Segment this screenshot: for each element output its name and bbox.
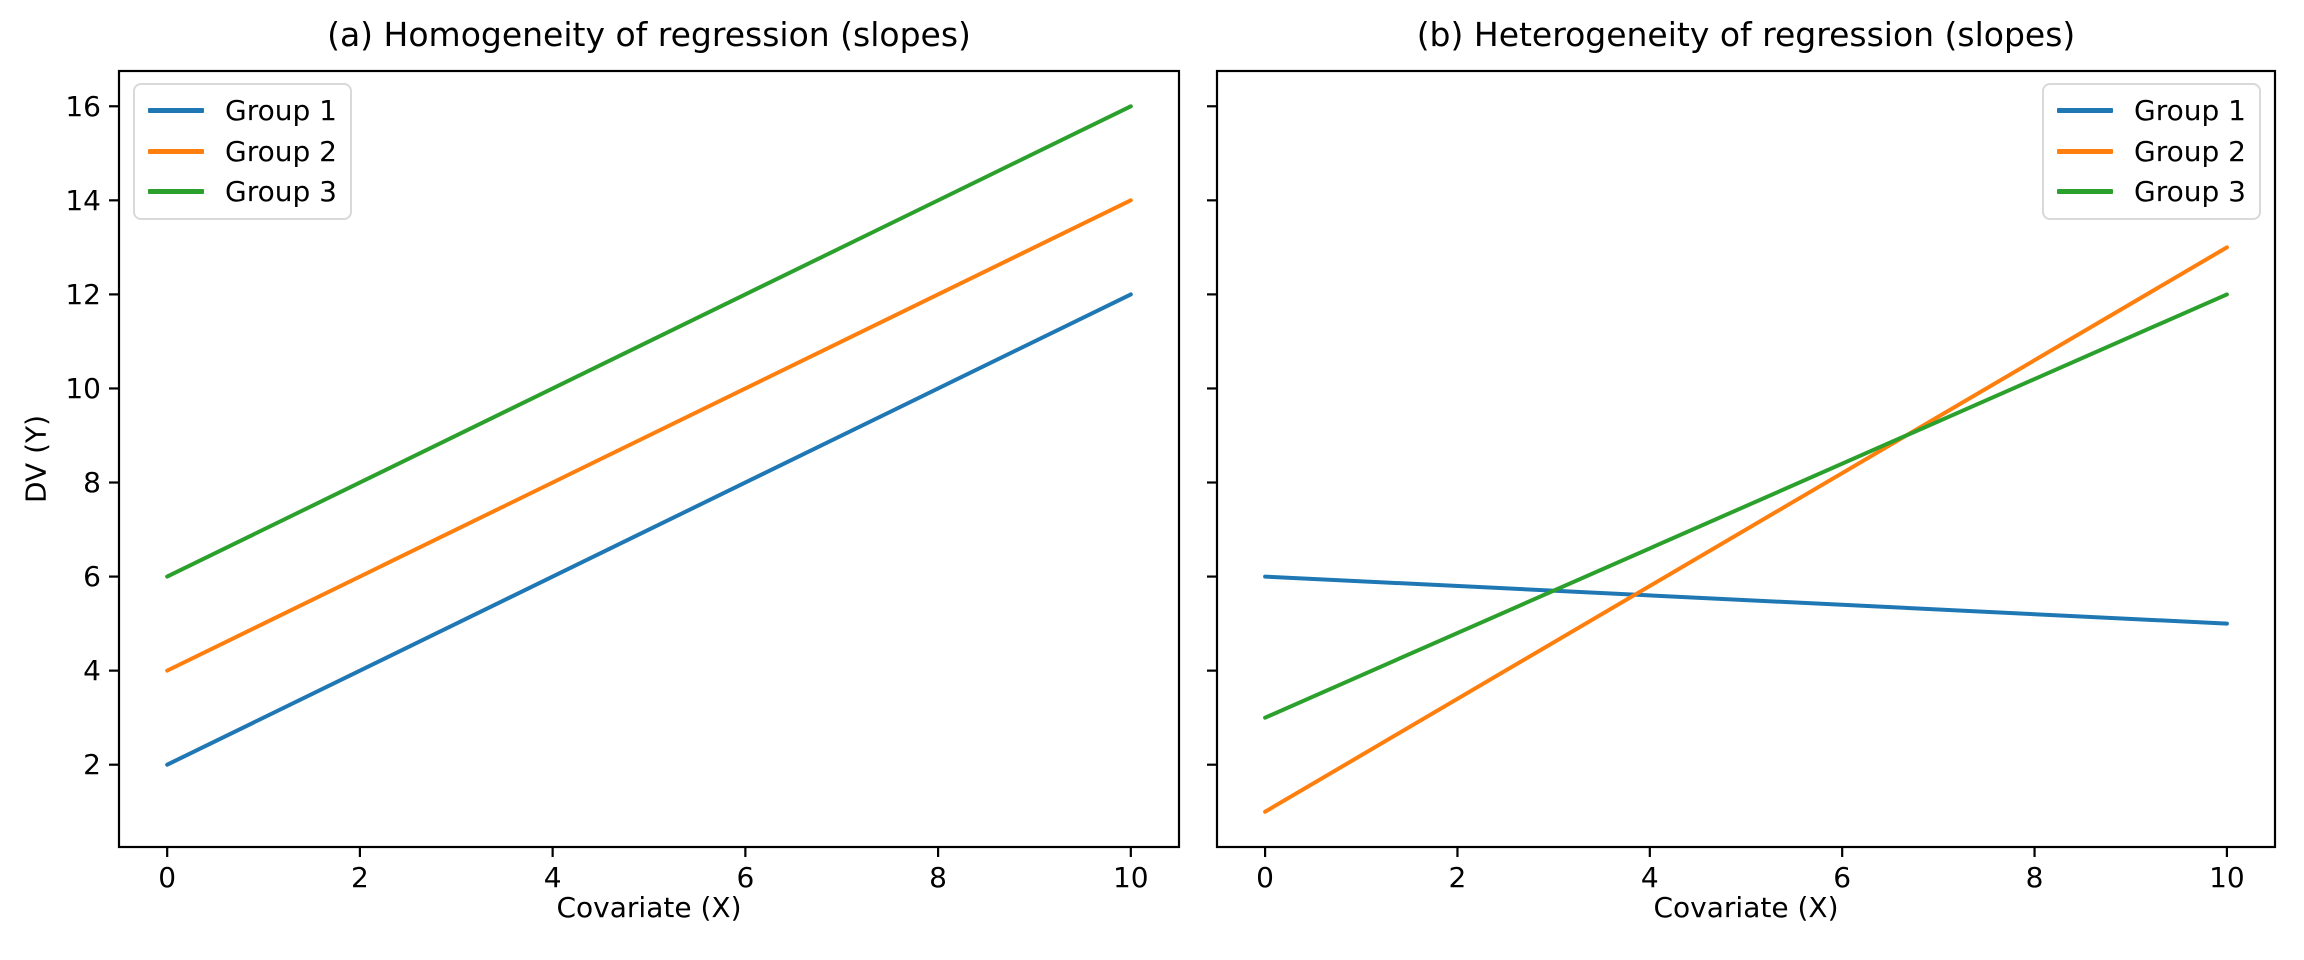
- legend-label-group3: Group 3: [2134, 175, 2246, 209]
- y-tick-label: 14: [65, 184, 101, 217]
- series-line-group-3: [165, 104, 1133, 579]
- chart-title-b: (b) Heterogeneity of regression (slopes): [1416, 15, 2076, 54]
- y-tick-label: 8: [83, 466, 101, 499]
- legend-label-group1: Group 1: [2134, 94, 2246, 127]
- legend-line-swatch-group2: [2057, 148, 2114, 154]
- y-tick-label: 12: [65, 278, 101, 311]
- legend-label-group2: Group 2: [2134, 134, 2246, 168]
- legend-row-group1: Group 1: [148, 94, 337, 128]
- legend-line-swatch-group3: [148, 189, 204, 195]
- series-line-group-2: [1263, 245, 2229, 814]
- series-line-group-1: [1263, 574, 2229, 626]
- legend-line-swatch-group1: [2057, 108, 2114, 114]
- x-axis-label-b: Covariate (X): [1653, 891, 1839, 924]
- legend-row-group3: Group 3: [148, 175, 337, 209]
- x-tick-label: 6: [1833, 861, 1851, 894]
- axes-b: 0 2 4 6 8 10: [1207, 69, 2277, 894]
- axes-spines: [1215, 69, 2277, 849]
- y-tick-label: 16: [65, 90, 101, 123]
- legend-row-group3: Group 3: [2057, 175, 2246, 209]
- x-tick-label: 10: [2209, 861, 2245, 894]
- legend-row-group1: Group 1: [2057, 94, 2246, 128]
- legend-line-swatch-group3: [2057, 189, 2114, 195]
- x-tick-label: 0: [1256, 861, 1274, 894]
- legend-line-swatch-group2: [148, 148, 204, 154]
- x-tick-label: 2: [1449, 861, 1467, 894]
- legend-line-swatch-group1: [148, 108, 204, 114]
- y-tick-label: 10: [65, 372, 101, 405]
- legend-label-group3: Group 3: [225, 175, 337, 209]
- series-line-group-3: [1263, 292, 2229, 720]
- legend-label-group1: Group 1: [225, 94, 337, 127]
- y-tick-label: 4: [83, 654, 101, 687]
- series-line-group-2: [165, 198, 1133, 673]
- chart-title-a: (a) Homogeneity of regression (slopes): [327, 15, 971, 54]
- legend-row-group2: Group 2: [148, 135, 337, 169]
- y-axis-label: DV (Y): [19, 414, 53, 504]
- y-tick-label: 6: [83, 560, 101, 593]
- x-tick-label: 4: [544, 861, 562, 894]
- y-tick-label: 2: [83, 748, 101, 781]
- legend-a: Group 1 Group 2 Group 3: [133, 83, 352, 220]
- legend-row-group2: Group 2: [2057, 135, 2246, 169]
- x-axis-label-a: Covariate (X): [556, 891, 742, 924]
- x-tick-label: 6: [736, 861, 754, 894]
- x-tick-label: 8: [2026, 861, 2044, 894]
- axes-spines: [117, 69, 1181, 849]
- x-tick-label: 8: [929, 861, 947, 894]
- x-tick-label: 2: [351, 861, 369, 894]
- x-tick-label: 10: [1113, 861, 1149, 894]
- x-tick-label: 0: [158, 861, 176, 894]
- axes-a: 0 2 4 6 8 10 2 4 6 8 10 12 14 16: [65, 69, 1181, 894]
- series-line-group-1: [165, 292, 1133, 767]
- x-tick-label: 4: [1641, 861, 1659, 894]
- legend-label-group2: Group 2: [225, 134, 337, 168]
- legend-b: Group 1 Group 2 Group 3: [2042, 83, 2261, 220]
